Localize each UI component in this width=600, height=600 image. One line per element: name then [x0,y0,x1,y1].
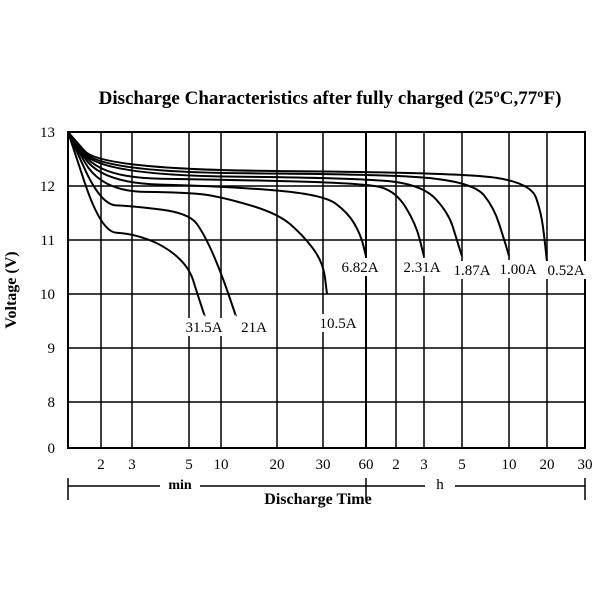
x-tick-label: 30 [578,457,593,473]
x-unit-hours-label: h [436,477,444,493]
x-tick-label: 2 [392,457,400,473]
curve-label-2_31A: 2.31A [403,260,440,276]
x-tick-label: 5 [458,457,466,473]
curve-label-1_00A: 1.00A [499,262,536,278]
plot-frame [67,131,586,449]
x-unit-minutes-label: min [168,478,192,493]
x-tick-layer: 2 3 5 10 20 30 60 2 3 5 10 20 30 [97,457,592,473]
y-tick-layer: 0 8 9 10 11 12 13 [40,125,55,457]
y-tick-label: 11 [41,233,55,249]
x-tick-label: 5 [185,457,193,473]
x-tick-label: 3 [420,457,428,473]
curve-label-bg [450,261,494,279]
discharge-curve-1_00A [67,131,511,258]
x-tick-label: 10 [502,457,517,473]
y-tick-label: 9 [48,341,56,357]
y-tick-label: 0 [48,441,56,457]
curve-label-1_87A: 1.87A [453,263,490,279]
curve-label-10_5A: 10.5A [319,316,356,332]
y-tick-label: 12 [40,179,55,195]
discharge-curve-2_31A [67,131,425,258]
x-unit-layer: min h [67,476,586,500]
curve-label-21A: 21A [241,320,267,336]
x-tick-label: 60 [359,457,374,473]
curve-label-bg [232,318,276,336]
curve-label-bg [400,258,444,276]
discharge-curve-1_87A [67,131,463,258]
series-layer [67,131,548,317]
x-tick-label: 20 [540,457,555,473]
chart-title: Discharge Characteristics after fully ch… [99,88,562,109]
curve-label-bg [338,258,382,276]
x-tick-label: 10 [214,457,229,473]
y-axis-title: Voltage (V) [3,251,20,328]
h-label-mask [425,476,455,492]
discharge-curve-6_82A [67,131,367,257]
curve-label-31_5A: 31.5A [185,320,222,336]
x-tick-label: 20 [270,457,285,473]
x-tick-label: 30 [316,457,331,473]
curve-label-6_82A: 6.82A [341,260,378,276]
y-tick-label: 8 [48,395,56,411]
curve-label-0_52A: 0.52A [547,263,584,279]
label-layer: 31.5A 21A 10.5A 6.82A 2.31A 1.87A 1.00A 0.52A [182,258,588,336]
curve-label-bg [544,261,588,279]
curve-label-bg [316,314,360,332]
discharge-curve-0_52A [67,131,548,263]
y-tick-label: 13 [40,125,55,141]
x-tick-label: 2 [97,457,105,473]
discharge-curve-10_5A [67,131,328,295]
x-tick-label: 3 [128,457,136,473]
discharge-curve-31_5A [67,131,206,317]
curve-label-bg [182,318,226,336]
x-axis-title: Discharge Time [264,491,371,508]
discharge-curve-21A [67,131,237,317]
curve-label-bg [496,260,540,278]
y-tick-label: 10 [40,287,55,303]
min-label-mask [160,476,200,492]
